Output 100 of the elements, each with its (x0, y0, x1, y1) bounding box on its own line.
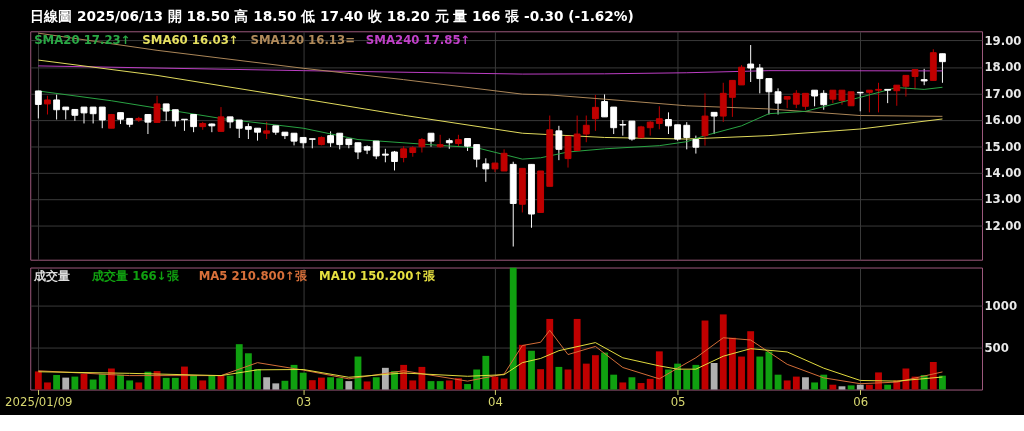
line-series (37, 65, 943, 75)
candlestick (619, 119, 627, 137)
bar (592, 355, 599, 390)
bar (34, 371, 42, 390)
bar (637, 383, 645, 390)
bar (53, 375, 61, 390)
candlestick (911, 69, 919, 90)
bar (573, 318, 581, 390)
text: MA10 150.200↑張 (319, 269, 437, 284)
bar (345, 381, 353, 390)
y-tick-label: 17.00 (984, 86, 1022, 101)
bar (263, 377, 271, 390)
candlestick (418, 137, 426, 153)
bar (117, 374, 124, 390)
candlestick (628, 120, 636, 142)
candlestick (820, 89, 828, 111)
y-tick-label: 15.00 (984, 139, 1022, 154)
x-tick-label: 03 (296, 394, 312, 409)
text: MA5 210.800↑張 (198, 269, 308, 284)
bar (327, 377, 334, 390)
y-tick-label: 14.00 (984, 165, 1022, 180)
y-tick-label: 500 (984, 341, 1009, 356)
bar (208, 375, 216, 390)
y-tick-label: 18.00 (984, 60, 1022, 75)
candlestick (875, 82, 882, 113)
bar (308, 380, 316, 390)
bar (363, 381, 371, 390)
candlestick (902, 74, 910, 98)
candlestick (747, 44, 755, 83)
bar (601, 352, 608, 390)
bar (674, 363, 682, 390)
candlestick (89, 106, 97, 124)
bar (902, 368, 910, 390)
bar (802, 377, 809, 390)
bar (692, 364, 700, 390)
bar (272, 383, 280, 390)
y-tick-label: 12.00 (984, 218, 1022, 233)
candlestick (865, 89, 873, 113)
candlestick (80, 106, 88, 124)
chart-title: 日線圖 2025/06/13 開 18.50 高 18.50 低 17.40 收 18.20 元 量 166 張 -0.30 (-1.62%) (30, 7, 634, 24)
bar (71, 376, 79, 390)
bar (482, 355, 490, 390)
candlestick (44, 95, 51, 115)
candlestick (53, 94, 61, 120)
bar (856, 384, 864, 390)
bar (226, 375, 234, 390)
text: SMA240 17.85↑ (365, 32, 471, 47)
candlestick (555, 125, 563, 161)
bar (884, 384, 892, 390)
bar (537, 369, 545, 390)
candlestick (756, 63, 764, 94)
bar (518, 344, 526, 390)
bar (528, 350, 535, 390)
candlestick (728, 79, 736, 118)
bar (464, 384, 471, 390)
bar (418, 366, 426, 390)
bar (509, 267, 517, 390)
candlestick (582, 115, 590, 143)
y-tick-label: 16.00 (984, 113, 1022, 128)
candlestick (683, 121, 691, 150)
bar (135, 382, 143, 390)
bar (235, 344, 243, 390)
bar (829, 384, 837, 390)
candlestick (473, 144, 481, 168)
bar (665, 369, 672, 390)
bar (80, 374, 88, 390)
bar (500, 378, 508, 390)
line-series (37, 59, 943, 140)
candlestick (665, 111, 672, 135)
bar (427, 381, 435, 390)
bar (610, 374, 618, 390)
bar (89, 379, 97, 390)
candlestick (719, 82, 727, 123)
bar (318, 377, 325, 390)
line-series (37, 32, 943, 117)
candlestick (939, 53, 946, 84)
bar (719, 314, 727, 390)
bar (738, 356, 745, 390)
y-tick-label: 19.00 (984, 33, 1022, 48)
candlestick (573, 115, 581, 151)
bar (126, 380, 134, 390)
bar (655, 351, 663, 390)
chart-title: 成交量 (33, 269, 71, 284)
bar (820, 374, 828, 390)
bar (162, 377, 170, 390)
bar (181, 366, 188, 390)
bar (98, 374, 106, 390)
candlestick (500, 148, 508, 172)
bar (838, 386, 846, 390)
x-tick-label: 2025/01/09 (5, 394, 73, 409)
bar (619, 382, 627, 390)
candlestick (98, 106, 106, 129)
bar (254, 369, 261, 390)
bar (564, 369, 572, 390)
bar (783, 380, 791, 390)
candlestick (601, 93, 608, 118)
bar (747, 331, 755, 390)
candlestick (208, 122, 216, 133)
series-label: SMA120 16.13= (250, 32, 355, 47)
y-tick-label: 13.00 (984, 192, 1022, 207)
